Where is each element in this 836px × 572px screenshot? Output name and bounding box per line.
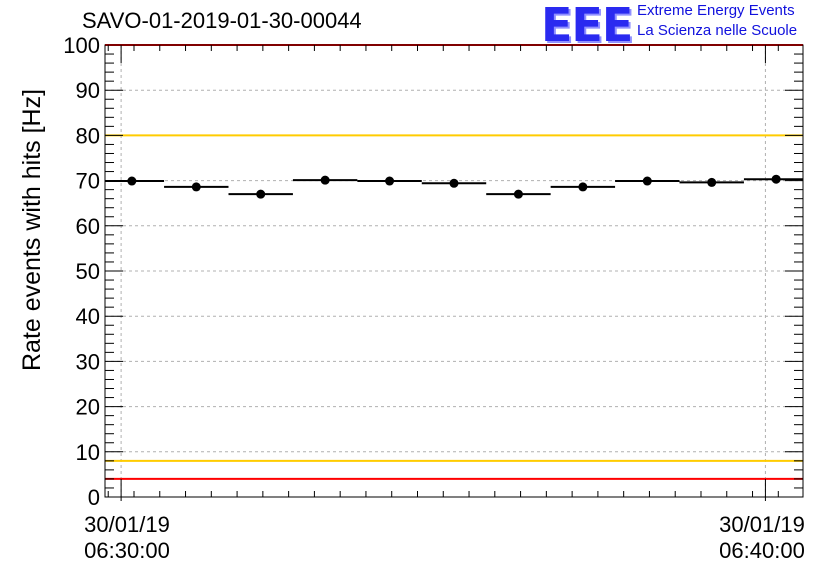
y-tick-label: 100 xyxy=(63,33,100,58)
data-point xyxy=(191,182,201,192)
x-tick-start-date: 30/01/19 xyxy=(84,512,170,537)
data-point xyxy=(513,189,523,199)
y-tick-label: 40 xyxy=(76,304,100,329)
y-tick-label: 90 xyxy=(76,78,100,103)
x-tick-end-date: 30/01/19 xyxy=(719,512,805,537)
y-tick-label: 50 xyxy=(76,259,100,284)
x-tick-start-time: 06:30:00 xyxy=(84,538,170,563)
grid-layer xyxy=(105,45,803,497)
tick-layer: 0 10 20 30 40 50 60 70 80 90 100 xyxy=(63,33,803,510)
y-tick-label: 20 xyxy=(76,395,100,420)
data-point xyxy=(385,176,395,186)
x-tick-end-time: 06:40:00 xyxy=(719,538,805,563)
y-tick-label: 0 xyxy=(88,485,100,510)
y-tick-label: 70 xyxy=(76,169,100,194)
data-point xyxy=(578,182,588,192)
data-points-layer xyxy=(105,174,803,199)
y-tick-label: 80 xyxy=(76,123,100,148)
y-tick-label: 10 xyxy=(76,440,100,465)
chart-title: SAVO-01-2019-01-30-00044 xyxy=(82,8,362,33)
data-point xyxy=(707,177,717,187)
data-point xyxy=(256,189,266,199)
data-point xyxy=(127,176,137,186)
reference-lines xyxy=(105,44,803,480)
logo-line-2: La Scienza nelle Scuole xyxy=(637,22,798,39)
data-point xyxy=(449,178,459,188)
data-point xyxy=(642,176,652,186)
data-point xyxy=(771,174,781,184)
x-tick-label-start: 30/01/19 06:30:00 xyxy=(66,512,188,564)
eee-logo: EEE xyxy=(541,0,633,52)
logo-line-1: Extreme Energy Events xyxy=(637,2,795,19)
y-axis-label: Rate events with hits [Hz] xyxy=(18,88,46,371)
y-tick-label: 30 xyxy=(76,349,100,374)
y-tick-label: 60 xyxy=(76,214,100,239)
data-point xyxy=(320,175,330,185)
x-tick-label-end: 30/01/19 06:40:00 xyxy=(701,512,823,564)
